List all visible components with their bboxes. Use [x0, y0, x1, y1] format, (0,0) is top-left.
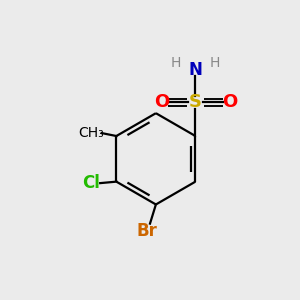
Text: N: N	[188, 61, 203, 79]
Text: S: S	[189, 93, 202, 111]
Text: H: H	[209, 56, 220, 70]
Text: Br: Br	[136, 222, 158, 240]
Text: H: H	[171, 56, 181, 70]
Text: Cl: Cl	[82, 174, 100, 192]
Text: CH₃: CH₃	[79, 126, 104, 140]
Text: O: O	[154, 93, 169, 111]
Text: O: O	[222, 93, 237, 111]
